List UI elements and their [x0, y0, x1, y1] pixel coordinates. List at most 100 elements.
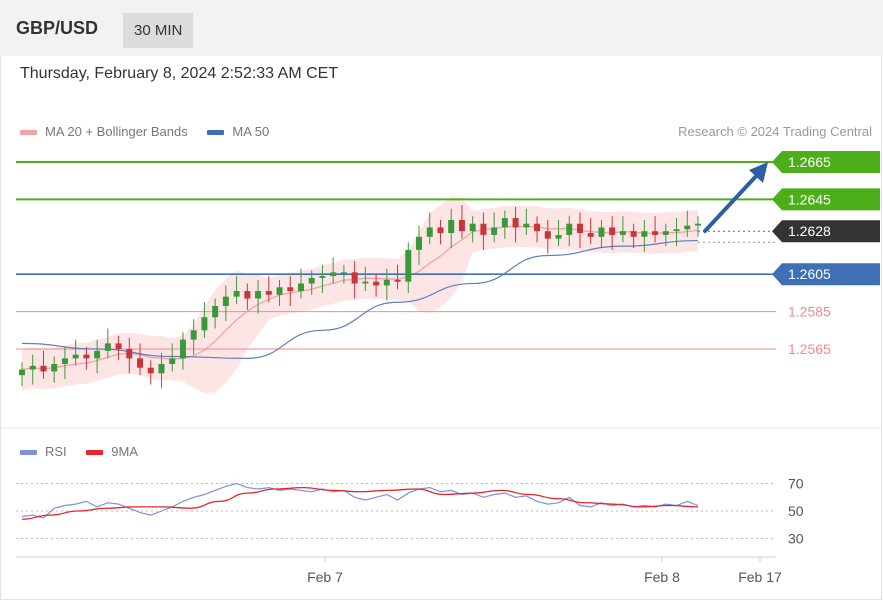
candle [169, 358, 176, 364]
candle [351, 272, 358, 284]
rsi-tick-label: 50 [788, 503, 804, 519]
candle [233, 291, 240, 297]
candle [576, 223, 583, 234]
legend-rsi-swatch [20, 450, 37, 456]
candle [437, 227, 444, 234]
candle [695, 223, 701, 226]
candle [51, 363, 58, 372]
candle [405, 249, 412, 282]
candle [340, 272, 347, 274]
legend-ma20-swatch [20, 130, 37, 136]
header-bar: GBP/USD 30 MIN [0, 0, 883, 56]
candle [104, 343, 111, 351]
forecast-arrow-head [749, 162, 768, 183]
candle [201, 317, 208, 331]
candle [448, 219, 455, 234]
candle [544, 231, 551, 239]
timeframe-badge[interactable]: 30 MIN [123, 13, 194, 48]
candle [126, 349, 133, 359]
chart-frame [0, 56, 882, 600]
level-label-1.2605: 1.2605 [788, 266, 831, 282]
candle [598, 227, 605, 237]
rsi-line [21, 482, 699, 519]
candle [362, 281, 369, 284]
candle [308, 277, 315, 284]
candle [222, 296, 229, 306]
timestamp: Thursday, February 8, 2024 2:52:33 AM CE… [20, 65, 339, 82]
rsi-9ma-line [21, 486, 699, 520]
candle [244, 291, 251, 299]
level-label-1.2628: 1.2628 [788, 223, 831, 239]
candle [684, 225, 691, 230]
candle [19, 369, 25, 376]
legend-ma50: MA 50 [207, 124, 269, 139]
candle [512, 218, 519, 228]
level-tag-1.2628 [772, 220, 880, 243]
candle [394, 279, 401, 282]
legend-ma20-bb: MA 20 + Bollinger Bands [20, 124, 188, 139]
candle [523, 223, 530, 228]
candle [190, 330, 197, 340]
candle [276, 287, 283, 295]
candle [662, 231, 669, 235]
candle [330, 272, 337, 277]
candle [137, 358, 144, 368]
level-label-1.2645: 1.2645 [788, 191, 831, 207]
candle [458, 219, 465, 232]
level-tag-1.2665 [772, 151, 880, 173]
legend-ma50-label: MA 50 [232, 124, 270, 139]
legend-ma50-swatch [207, 130, 225, 136]
candle [469, 223, 476, 232]
candle [72, 354, 79, 359]
candle [534, 223, 541, 232]
candle [587, 233, 594, 237]
legend-rsi: RSI [20, 444, 67, 459]
candle [115, 343, 122, 349]
legend-ma20-label: MA 20 + Bollinger Bands [45, 124, 188, 139]
candle [416, 236, 423, 250]
symbol-title: GBP/USD [16, 18, 99, 38]
candle [179, 339, 186, 359]
legend-9ma: 9MA [86, 444, 138, 459]
candle [555, 234, 562, 239]
candle [158, 363, 165, 374]
level-tag-1.2645 [772, 188, 880, 211]
candle [566, 223, 573, 235]
candle [40, 365, 47, 372]
rsi-legend: RSI 9MA [20, 444, 154, 459]
time-tick-label: Feb 8 [644, 569, 680, 585]
rsi-tick-label: 70 [788, 476, 804, 492]
candle [652, 231, 659, 235]
level-tag-1.2605 [772, 263, 880, 286]
candle [287, 287, 294, 292]
candle [641, 231, 648, 237]
candle [383, 279, 390, 286]
candle [147, 367, 154, 374]
candle [212, 305, 219, 318]
ma20-line [21, 225, 699, 371]
candle [61, 358, 68, 364]
legend-9ma-swatch [86, 450, 104, 456]
candle [630, 231, 637, 237]
candle [501, 218, 508, 228]
candle [255, 291, 262, 299]
candle [265, 291, 272, 295]
candle [480, 223, 487, 235]
legend-9ma-label: 9MA [111, 444, 139, 459]
credit-text: Research © 2024 Trading Central [678, 124, 872, 139]
candle [297, 283, 304, 292]
candle [373, 281, 380, 286]
candle [29, 365, 36, 370]
time-tick-label: Feb 17 [738, 569, 782, 585]
forecast-arrow-shaft [703, 172, 760, 233]
candle [619, 231, 626, 235]
candle [83, 354, 90, 359]
level-label-1.2565: 1.2565 [788, 341, 831, 357]
rsi-tick-label: 30 [788, 531, 804, 547]
candle [426, 227, 433, 237]
candle [319, 276, 326, 278]
candle [491, 227, 498, 235]
level-label-1.2665: 1.2665 [788, 154, 831, 170]
candle [94, 350, 101, 359]
legend-rsi-label: RSI [45, 444, 67, 459]
